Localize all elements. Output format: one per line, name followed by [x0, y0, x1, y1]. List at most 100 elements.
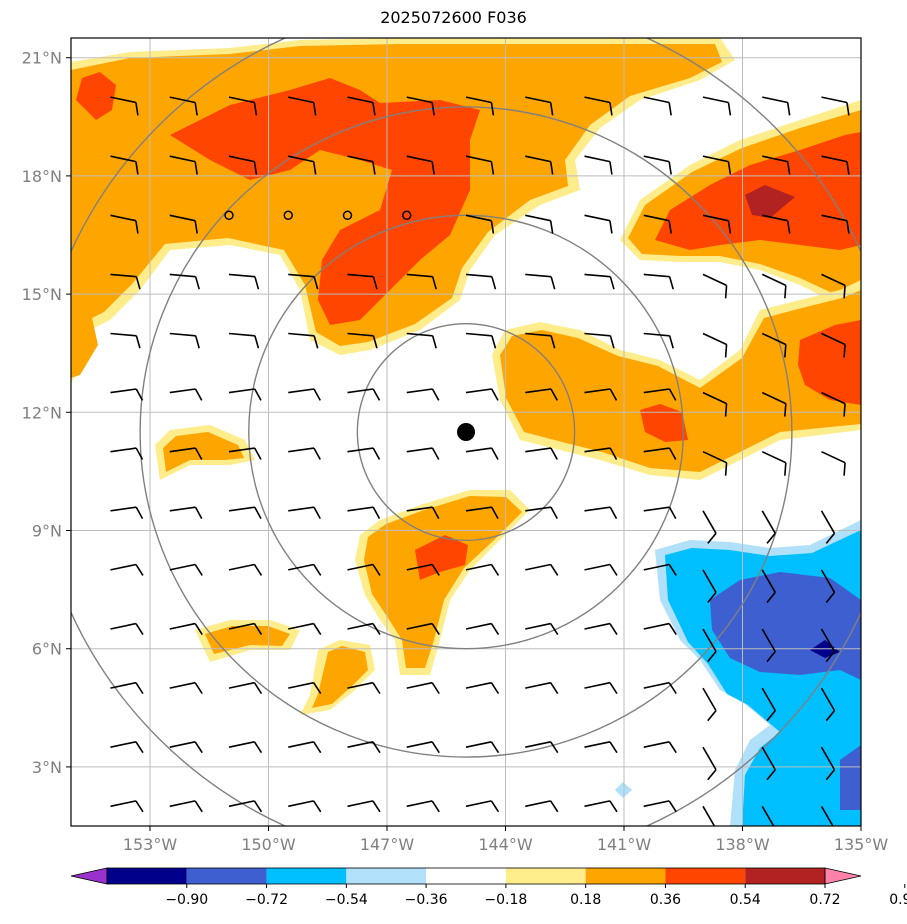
wind-barb [821, 332, 846, 358]
range-ring [139, 106, 793, 758]
wind-barb [169, 273, 200, 290]
wind-barb [169, 622, 203, 635]
lat-tick-label: 12°N [22, 403, 62, 422]
lat-tick-label: 21°N [22, 49, 62, 68]
wind-barb [347, 563, 381, 576]
wind-barb [288, 622, 322, 635]
colorbar-tick-label: 0.90 [889, 892, 907, 908]
wind-barb [465, 563, 500, 576]
field-region-east-spot [640, 404, 688, 442]
wind-barb [643, 273, 674, 290]
wind-barb [821, 96, 850, 116]
wind-barb [347, 800, 381, 813]
colorbar-tick-label: 0.18 [570, 892, 601, 908]
wind-barb [169, 506, 203, 519]
lon-tick-label: 150°W [241, 835, 296, 854]
wind-barb [465, 622, 500, 635]
wind-barb [525, 155, 554, 175]
wind-barb [465, 800, 500, 813]
longitude-ticks: 153°W 150°W 147°W 144°W 141°W 138°W 135°W [123, 826, 888, 854]
colorbar-segment [745, 868, 825, 884]
colorbar-tick-label: −0.54 [325, 892, 368, 908]
wind-barb-layer [110, 96, 850, 826]
wind-barb [761, 569, 776, 603]
wind-barb [347, 155, 376, 175]
colorbar-segment [346, 868, 427, 884]
wind-barb [761, 746, 776, 781]
wind-barb [406, 388, 440, 401]
wind-barb [347, 447, 381, 460]
wind-barb [110, 563, 144, 576]
wind-barb [228, 447, 262, 460]
wind-barb [288, 332, 319, 349]
wind-barb [228, 681, 263, 695]
wind-barb [465, 681, 500, 695]
wind-barb [643, 96, 672, 116]
wind-barb [406, 506, 440, 519]
lon-tick-label: 147°W [360, 835, 415, 854]
colorbar-tick-label: 0.72 [809, 892, 840, 908]
calm-wind-marker [283, 210, 293, 221]
field-region-north-core [170, 78, 480, 325]
calm-wind-marker [342, 210, 353, 221]
wind-barb [761, 510, 776, 544]
wind-barb [821, 391, 846, 417]
wind-barb [525, 447, 558, 460]
wind-barb [702, 569, 717, 603]
wind-barb [169, 332, 200, 349]
wind-barb [643, 800, 677, 813]
wind-barb [110, 155, 139, 175]
wind-barb [465, 96, 495, 116]
lon-tick-label: 153°W [123, 835, 178, 854]
wind-barb [761, 805, 775, 826]
colorbar-extend-low [70, 867, 108, 885]
wind-barb [347, 741, 381, 754]
wind-barb [584, 96, 613, 116]
wind-barb [406, 741, 440, 754]
wind-barb [584, 447, 618, 460]
wind-barb [465, 332, 497, 349]
wind-barb [465, 155, 495, 175]
wind-barb [347, 273, 378, 290]
colorbar-segment [505, 868, 586, 884]
wind-barb [169, 800, 203, 813]
wind-barb [406, 447, 440, 460]
wind-barb [820, 510, 836, 544]
wind-barb [110, 273, 141, 290]
wind-barb [406, 622, 440, 635]
wind-barb [228, 622, 263, 635]
wind-barb [702, 805, 716, 826]
lon-tick-label: 141°W [597, 835, 652, 854]
wind-barb [761, 332, 787, 358]
wind-barb [762, 155, 791, 175]
wind-barb [821, 273, 846, 299]
wind-barb [110, 741, 144, 754]
wind-barb [288, 741, 322, 754]
wind-barb [228, 800, 263, 813]
wind-barb [702, 628, 717, 663]
wind-barb [169, 96, 198, 116]
wind-barb [347, 506, 381, 519]
wind-barb [288, 388, 321, 401]
wind-barb [110, 447, 144, 460]
wind-barb [525, 96, 554, 116]
wind-barb [821, 155, 850, 175]
wind-barb [406, 155, 435, 175]
calm-wind-marker [402, 210, 412, 221]
wind-barb [525, 388, 558, 401]
wind-barb [761, 450, 787, 476]
wind-barb [584, 214, 613, 234]
wind-barb [288, 96, 317, 116]
lat-tick-label: 9°N [32, 522, 62, 541]
wind-barb [702, 214, 732, 234]
shaded-field-layer [71, 38, 861, 826]
colorbar-segment [426, 868, 506, 884]
colorbar-segment [107, 868, 187, 884]
latitude-ticks: 3°N 6°N 9°N 12°N 15°N 18°N 21°N [22, 49, 71, 777]
wind-barb [465, 273, 497, 290]
wind-barb [228, 332, 260, 349]
map-gridlines [71, 38, 861, 826]
colorbar-tick-label: −0.72 [245, 892, 288, 908]
wind-barb [288, 273, 319, 290]
wind-barb [702, 450, 728, 476]
